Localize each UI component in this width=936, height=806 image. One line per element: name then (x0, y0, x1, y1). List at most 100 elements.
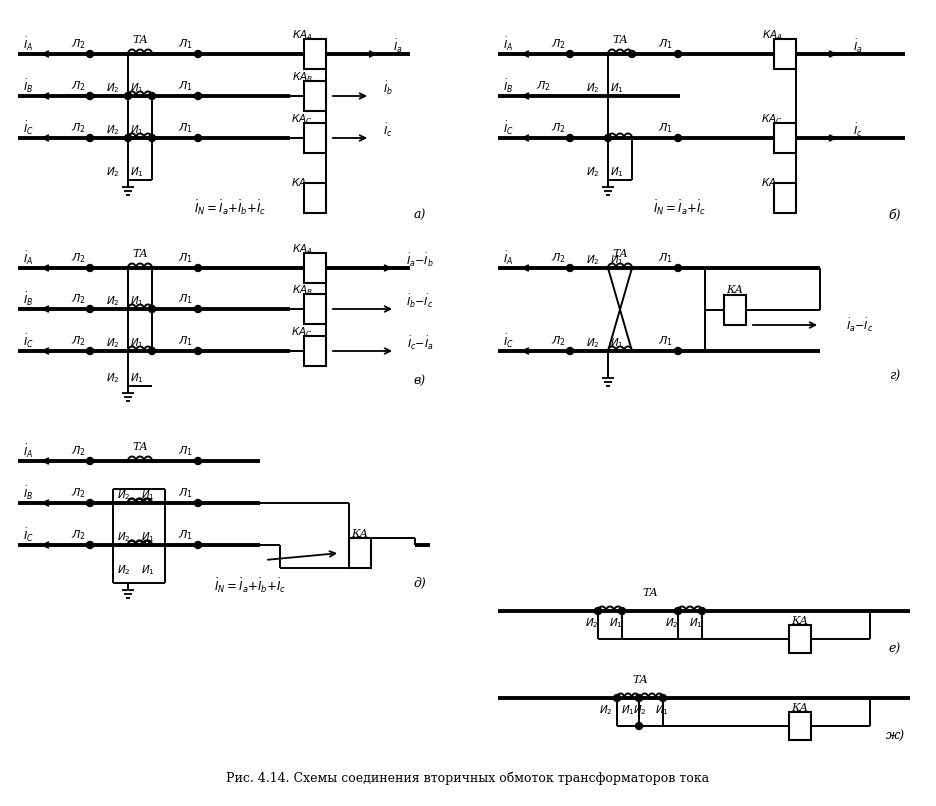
Text: г): г) (889, 369, 900, 383)
Circle shape (675, 51, 681, 57)
Text: $И_2$: $И_2$ (117, 488, 131, 502)
Text: $И_2$: $И_2$ (586, 253, 600, 267)
Circle shape (636, 695, 642, 701)
Text: $И_1$: $И_1$ (130, 123, 144, 137)
Text: ТА: ТА (132, 35, 148, 45)
Text: $\dot{I}_B$: $\dot{I}_B$ (22, 484, 33, 501)
Text: $\dot{I}_A$: $\dot{I}_A$ (503, 35, 513, 52)
Circle shape (124, 135, 131, 142)
Text: $Л_2$: $Л_2$ (70, 528, 85, 542)
Circle shape (86, 51, 94, 57)
Bar (774, 39, 796, 69)
Text: $И_2$: $И_2$ (106, 81, 120, 95)
Circle shape (86, 458, 94, 464)
Text: $И_1$: $И_1$ (622, 703, 635, 717)
Text: $\dot{I}_c$: $\dot{I}_c$ (383, 122, 393, 139)
Text: ТА: ТА (132, 442, 148, 452)
Text: $И_1$: $И_1$ (610, 81, 624, 95)
Text: в): в) (414, 375, 426, 388)
Text: $Л_2$: $Л_2$ (70, 251, 85, 265)
Circle shape (86, 264, 94, 272)
Circle shape (86, 347, 94, 355)
Circle shape (660, 695, 666, 701)
Text: $Л_2$: $Л_2$ (550, 37, 565, 51)
Circle shape (86, 500, 94, 506)
Text: $И_2$: $И_2$ (106, 336, 120, 350)
Text: $И_1$: $И_1$ (130, 81, 144, 95)
Circle shape (86, 542, 94, 549)
Circle shape (675, 608, 681, 614)
Text: $КА_N$: $КА_N$ (761, 176, 782, 190)
Text: $КА_C$: $КА_C$ (761, 112, 782, 126)
Text: $И_2$: $И_2$ (585, 616, 599, 630)
Text: $Л_2$: $Л_2$ (70, 292, 85, 306)
Text: $КА_N$: $КА_N$ (291, 176, 313, 190)
Text: $Л_1$: $Л_1$ (657, 37, 672, 51)
Circle shape (566, 135, 574, 142)
Circle shape (195, 51, 201, 57)
Circle shape (195, 264, 201, 272)
Text: $Л_1$: $Л_1$ (178, 444, 193, 458)
Text: $И_1$: $И_1$ (130, 336, 144, 350)
Text: $\dot{I}_a$: $\dot{I}_a$ (854, 37, 863, 55)
Text: $\dot{I}_C$: $\dot{I}_C$ (22, 119, 34, 136)
Text: КА: КА (726, 285, 743, 295)
Text: $Л_2$: $Л_2$ (70, 79, 85, 93)
Bar (774, 183, 796, 213)
Circle shape (605, 135, 611, 142)
Bar (304, 336, 326, 366)
Text: $Л_1$: $Л_1$ (657, 121, 672, 135)
Circle shape (124, 93, 131, 99)
Text: Рис. 4.14. Схемы соединения вторичных обмоток трансформаторов тока: Рис. 4.14. Схемы соединения вторичных об… (227, 771, 709, 785)
Text: КА: КА (792, 703, 809, 713)
Bar (304, 294, 326, 324)
Bar (789, 625, 811, 653)
Text: $\dot{I}_B$: $\dot{I}_B$ (503, 77, 513, 94)
Text: $\dot{I}_C$: $\dot{I}_C$ (503, 332, 513, 350)
Text: $И_2$: $И_2$ (106, 294, 120, 308)
Text: $Л_1$: $Л_1$ (178, 486, 193, 500)
Bar (304, 39, 326, 69)
Text: $КА_C$: $КА_C$ (291, 325, 313, 339)
Text: $Л_1$: $Л_1$ (657, 334, 672, 348)
Circle shape (86, 93, 94, 99)
Circle shape (149, 93, 155, 99)
Text: $И_1$: $И_1$ (141, 530, 154, 544)
Bar (789, 712, 811, 740)
Circle shape (675, 347, 681, 355)
Text: е): е) (889, 642, 901, 655)
Circle shape (86, 305, 94, 313)
Bar (304, 81, 326, 111)
Text: $\dot{I}_B$: $\dot{I}_B$ (22, 77, 33, 94)
Text: $\dot{I}_N{=}\dot{I}_a{+}\dot{I}_b{+}\dot{I}_c$: $\dot{I}_N{=}\dot{I}_a{+}\dot{I}_b{+}\do… (194, 199, 266, 218)
Circle shape (149, 305, 155, 313)
Text: $Л_2$: $Л_2$ (70, 37, 85, 51)
Circle shape (675, 135, 681, 142)
Text: $\dot{I}_a$: $\dot{I}_a$ (393, 37, 402, 55)
Circle shape (86, 135, 94, 142)
Bar (304, 253, 326, 283)
Text: $\dot{I}_N{=}\dot{I}_a{+}\dot{I}_b{+}\dot{I}_c$: $\dot{I}_N{=}\dot{I}_a{+}\dot{I}_b{+}\do… (213, 577, 286, 596)
Text: $Л_1$: $Л_1$ (178, 334, 193, 348)
Text: б): б) (889, 209, 901, 222)
Text: $Л_1$: $Л_1$ (178, 79, 193, 93)
Text: $Л_2$: $Л_2$ (550, 251, 565, 265)
Bar (724, 295, 746, 325)
Text: $Л_2$: $Л_2$ (550, 121, 565, 135)
Text: $Л_2$: $Л_2$ (535, 79, 550, 93)
Text: $\dot{I}_N{=}\dot{I}_a{+}\dot{I}_c$: $\dot{I}_N{=}\dot{I}_a{+}\dot{I}_c$ (653, 199, 707, 218)
Text: $Л_2$: $Л_2$ (70, 121, 85, 135)
Bar (304, 183, 326, 213)
Text: $КА_B$: $КА_B$ (291, 70, 313, 84)
Circle shape (149, 135, 155, 142)
Circle shape (636, 722, 642, 729)
Bar (774, 123, 796, 153)
Text: $И_1$: $И_1$ (609, 616, 622, 630)
Text: $И_2$: $И_2$ (106, 123, 120, 137)
Text: $И_1$: $И_1$ (141, 488, 154, 502)
Text: $И_1$: $И_1$ (689, 616, 703, 630)
Text: $Л_1$: $Л_1$ (657, 251, 672, 265)
Text: $КА_A$: $КА_A$ (291, 28, 313, 42)
Text: $И_2$: $И_2$ (117, 563, 131, 577)
Text: КА: КА (352, 529, 369, 539)
